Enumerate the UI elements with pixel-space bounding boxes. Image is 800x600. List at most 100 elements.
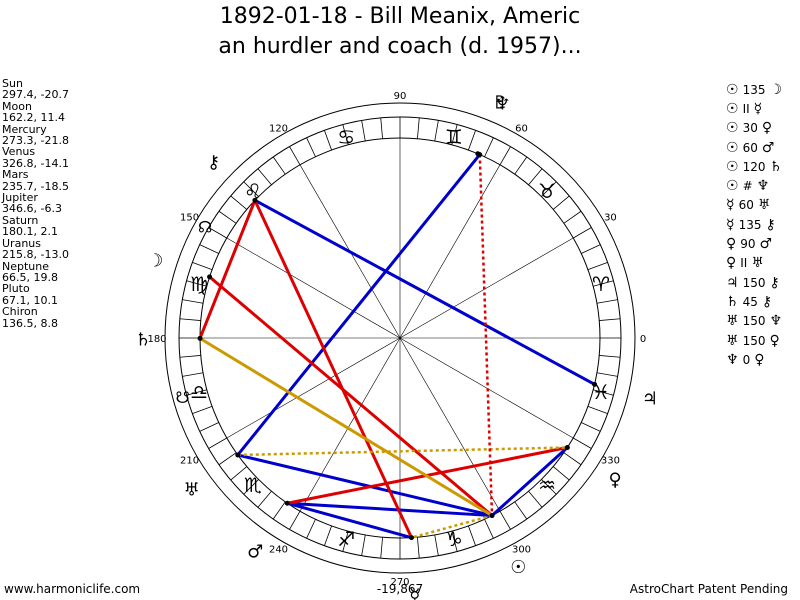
aspect-line [199, 337, 493, 517]
degree-tick [451, 124, 458, 145]
degree-tick [599, 318, 621, 321]
footer-website: www.harmoniclife.com [4, 582, 141, 596]
aspect-angle: 120 [742, 159, 766, 174]
degree-tick [289, 511, 301, 530]
aspect-row: ♅ 150 ♆ [726, 312, 782, 331]
outer-ring [164, 102, 636, 574]
aspect-line [287, 501, 493, 518]
degree-tick [499, 146, 511, 165]
aspect-angle: 45 [742, 294, 758, 309]
degree-tick [243, 479, 259, 495]
aspect-angle: 60 [742, 140, 758, 155]
aspect-angle: 30 [742, 121, 758, 136]
aspect-planet-1-glyph: ♄ [726, 293, 739, 310]
degree-tick [563, 452, 582, 466]
degree-tick [192, 406, 213, 414]
aspect-line [411, 514, 493, 539]
degree-label: 210 [180, 456, 199, 467]
degree-tick [208, 437, 227, 449]
planet-marker [207, 274, 213, 280]
node-glyph: ☋ [176, 388, 190, 407]
aspect-row: ♀ 90 ♂ [726, 234, 782, 253]
degree-label: 30 [604, 213, 617, 224]
planet-marker [284, 500, 290, 506]
aspect-row: ♆ 0 ♀ [726, 350, 782, 369]
degree-tick [468, 525, 476, 546]
planet-glyph-uranus: ♅ [183, 479, 199, 500]
planet-value-chiron: 136.5, 8.8 [2, 316, 58, 330]
degree-tick [417, 117, 420, 139]
degree-tick [514, 501, 528, 520]
degree-label: 90 [394, 91, 407, 102]
planet-name-saturn: Saturn [2, 213, 39, 227]
aspect-planet-2-glyph: ⚷ [765, 216, 776, 233]
aspect-angle: 150 [742, 314, 766, 329]
degree-label: 0 [640, 334, 646, 345]
degree-tick [218, 452, 237, 466]
aspect-line [253, 199, 413, 539]
node-glyph: ☊ [198, 218, 212, 237]
degree-tick [186, 389, 207, 396]
degree-tick [257, 168, 272, 186]
planet-marker [489, 513, 495, 519]
planet-positions-list: Sun 297.4, -20.7 Moon 162.2, 11.4 Mercury 273… [2, 78, 69, 329]
aspect-planet-2-glyph: ♂ [761, 139, 775, 156]
aspect-planet-2-glyph: ♀ [769, 332, 780, 349]
aspect-row: ♅ 150 ♀ [726, 331, 782, 350]
degree-tick [552, 466, 570, 481]
degree-tick [581, 244, 601, 254]
planet-glyph-pluto: ♇ [492, 92, 508, 113]
degree-tick [596, 372, 618, 377]
aspect-planet-2-glyph: ⚷ [761, 293, 773, 310]
planet-value-saturn: 180.1, 2.1 [2, 225, 58, 239]
degree-label: 180 [147, 334, 166, 345]
planet-glyph-mars: ♂ [247, 541, 263, 562]
degree-tick [182, 299, 204, 304]
degree-tick [380, 537, 383, 559]
footer-patent-note: AstroChart Patent Pending [629, 582, 788, 596]
aspect-planet-1-glyph: ♆ [726, 351, 739, 368]
footer-value: -19,867 [376, 582, 424, 596]
aspect-angle: 135 [742, 82, 766, 97]
aspect-planet-2-glyph: ♆ [756, 178, 770, 195]
planet-name-pluto: Pluto [2, 282, 30, 296]
aspect-planet-1-glyph: ♀ [726, 255, 737, 272]
degree-tick [257, 490, 272, 508]
degree-tick [230, 466, 248, 481]
degree-tick [573, 227, 592, 239]
degree-tick [593, 389, 614, 396]
aspect-planet-1-glyph: ☿ [726, 197, 735, 214]
aspect-row: ☉ 135 ☽ [726, 80, 782, 99]
zodiac-sign-glyph: ♈ [592, 272, 610, 296]
planet-name-neptune: Neptune [2, 259, 50, 273]
planet-value-pluto: 67.1, 10.1 [2, 293, 58, 307]
spoke-line [299, 337, 401, 512]
degree-tick [434, 534, 439, 556]
aspect-planet-2-glyph: ☿ [753, 100, 763, 117]
aspect-line [198, 199, 257, 339]
planet-glyph-jupiter: ♃ [642, 389, 658, 410]
aspect-angle: II [740, 256, 748, 271]
zodiac-sign-glyph: ♉ [538, 179, 556, 203]
degree-tick [218, 210, 237, 224]
degree-tick [199, 422, 219, 432]
aspect-planet-2-glyph: ☽ [769, 81, 783, 98]
degree-label: 240 [269, 544, 288, 555]
aspect-row: ☿ 135 ⚷ [726, 215, 782, 234]
planet-value-sun: 297.4, -20.7 [2, 88, 69, 102]
planet-marker [592, 381, 598, 387]
zodiac-sign-glyph: ♒ [538, 473, 556, 497]
degree-tick [451, 531, 458, 552]
degree-label: 330 [601, 456, 620, 467]
degree-tick [272, 156, 286, 175]
planet-value-mercury: 273.3, -21.8 [2, 134, 69, 148]
planet-value-neptune: 66.5, 19.8 [2, 270, 58, 284]
aspect-row: ☉ 30 ♀ [726, 119, 782, 138]
aspect-row: ☉ 60 ♂ [726, 138, 782, 157]
degree-tick [528, 490, 543, 508]
aspect-row: ☿ 60 ♅ [726, 196, 782, 215]
degree-tick [563, 210, 582, 224]
aspect-planet-1-glyph: ☉ [726, 120, 739, 137]
degree-tick [573, 437, 592, 449]
